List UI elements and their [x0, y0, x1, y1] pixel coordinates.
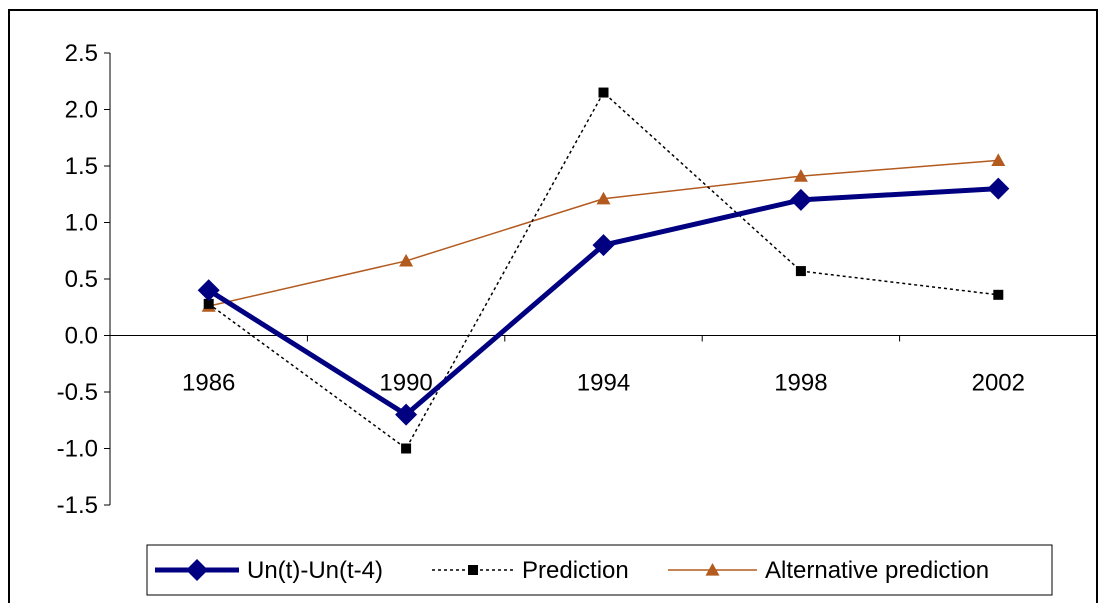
data-point [987, 177, 1010, 200]
y-tick-label: 0.5 [65, 266, 98, 293]
legend-label: Prediction [522, 557, 629, 584]
x-tick-label: 1986 [182, 370, 235, 397]
data-point [993, 289, 1004, 300]
y-tick-label: 2.0 [65, 97, 98, 124]
data-point [991, 153, 1006, 166]
series-line [208, 91, 999, 450]
data-point [598, 87, 609, 98]
data-point [203, 298, 214, 309]
y-tick-label: -1.5 [57, 492, 98, 519]
x-tick-label: 1994 [577, 370, 630, 397]
series-layer [197, 87, 1010, 454]
data-point [401, 443, 412, 454]
y-tick-label: -0.5 [57, 379, 98, 406]
legend-marker [705, 563, 720, 576]
x-tick-label: 1998 [774, 370, 827, 397]
legend-item: Un(t)-Un(t-4) [155, 557, 383, 584]
data-point [793, 169, 808, 182]
data-point [395, 403, 418, 426]
y-tick-label: 1.5 [65, 153, 98, 180]
series-1 [197, 177, 1010, 426]
data-point [592, 234, 615, 257]
series-2 [203, 87, 1004, 454]
legend-label: Un(t)-Un(t-4) [247, 557, 383, 584]
data-point [399, 253, 414, 267]
y-tick-label: -1.0 [57, 436, 98, 463]
legend-item: Prediction [432, 557, 629, 584]
legend-box [146, 544, 1053, 596]
y-tick-label: 0.0 [65, 323, 98, 350]
data-point [197, 279, 220, 302]
legend-marker [186, 559, 208, 581]
series-3 [201, 153, 1006, 312]
x-tick-label: 1990 [379, 370, 432, 397]
legend-item: Alternative prediction [668, 557, 989, 584]
y-tick-label: 2.5 [65, 40, 98, 67]
data-point [596, 191, 611, 205]
data-point [789, 188, 812, 211]
series-line [208, 159, 999, 307]
legend-label: Alternative prediction [765, 557, 989, 584]
y-tick-label: 1.0 [65, 210, 98, 237]
data-point [795, 266, 806, 277]
legend: Un(t)-Un(t-4) Prediction Alternative predi… [146, 544, 1053, 596]
axis-layer: 2.5 2.0 1.5 1.0 0.5 0.0 -0.5 -1.0 -1.5 1986 1990 19… [57, 40, 1098, 519]
legend-marker [468, 565, 478, 575]
x-tick-label: 2002 [972, 370, 1025, 397]
